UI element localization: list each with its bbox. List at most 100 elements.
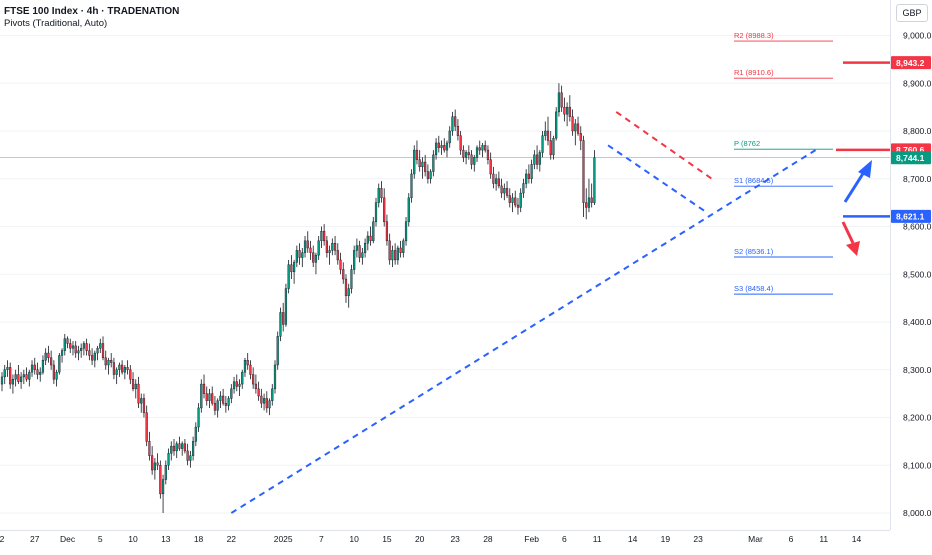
candle xyxy=(159,460,162,499)
candle xyxy=(508,188,511,208)
candle-body xyxy=(418,159,421,168)
candle xyxy=(3,364,6,385)
candle-body xyxy=(312,252,315,263)
candle xyxy=(339,252,342,275)
candle xyxy=(525,169,528,189)
candle-body xyxy=(492,173,495,184)
candle xyxy=(93,350,96,368)
candle-body xyxy=(328,250,331,253)
candle xyxy=(443,138,446,153)
candle xyxy=(434,138,438,160)
candle xyxy=(205,386,208,406)
candle xyxy=(183,438,187,454)
candle xyxy=(585,188,588,220)
candle xyxy=(396,245,399,265)
candle xyxy=(186,443,189,466)
candle xyxy=(232,376,236,394)
candle-body xyxy=(186,450,189,461)
candle xyxy=(249,360,252,380)
candle xyxy=(495,173,498,191)
candle-body xyxy=(197,407,200,428)
indicator-label[interactable]: Pivots (Traditional, Auto) xyxy=(4,18,108,29)
candle-body xyxy=(28,371,31,380)
candle xyxy=(36,362,39,380)
candle-body xyxy=(219,395,222,401)
candle xyxy=(421,157,424,179)
candle xyxy=(60,348,64,363)
candle xyxy=(535,145,539,170)
candle xyxy=(71,341,75,356)
candle xyxy=(222,388,225,406)
candle-body xyxy=(522,183,525,194)
candle-body xyxy=(58,355,61,373)
candle-body xyxy=(183,443,187,452)
candle-body xyxy=(93,352,96,361)
candle xyxy=(282,302,285,332)
candle-body xyxy=(170,445,173,454)
candle xyxy=(142,393,146,418)
candle-body xyxy=(429,171,432,179)
pivot-label: R1 (8910.6) xyxy=(734,68,774,77)
candle-body xyxy=(17,374,20,382)
candle xyxy=(377,183,380,208)
candle xyxy=(9,362,12,389)
currency-button[interactable]: GBP xyxy=(896,4,928,22)
candle-body xyxy=(80,348,83,351)
candle-body xyxy=(11,379,15,385)
candle-body xyxy=(282,312,285,325)
pivot-label: S2 (8536.1) xyxy=(734,247,774,256)
candle xyxy=(202,374,206,399)
candle-body xyxy=(538,152,541,165)
candle-body xyxy=(497,178,500,187)
candle-body xyxy=(63,338,66,351)
candle-body xyxy=(402,240,405,253)
candle xyxy=(533,150,536,170)
candle xyxy=(129,364,132,385)
candle xyxy=(191,436,195,461)
candle xyxy=(552,135,555,160)
candle xyxy=(413,145,416,179)
y-tick-label: 8,700.0 xyxy=(903,174,932,184)
candle xyxy=(241,369,244,389)
symbol-title[interactable]: FTSE 100 Index · 4h · TRADENATION xyxy=(4,6,180,17)
candle-body xyxy=(121,364,124,373)
x-tick-label: Mar xyxy=(748,534,763,544)
candle xyxy=(407,193,410,227)
x-tick-label: Dec xyxy=(60,534,76,544)
candle-body xyxy=(241,371,244,385)
candle xyxy=(47,345,50,363)
candle-body xyxy=(194,426,197,442)
candle xyxy=(555,107,558,141)
candle-body xyxy=(394,250,397,261)
candle xyxy=(576,116,580,136)
candle xyxy=(505,181,509,198)
x-tick-label: 6 xyxy=(562,534,567,544)
candle-body xyxy=(323,231,326,242)
candle xyxy=(366,231,369,251)
candle-body xyxy=(22,374,25,378)
candle xyxy=(546,116,550,146)
candle-body xyxy=(448,130,451,144)
candle-body xyxy=(205,393,208,401)
candle xyxy=(380,181,383,203)
candle-body xyxy=(344,278,348,296)
down-arrow-shaft xyxy=(841,221,855,244)
candle-body xyxy=(123,367,126,373)
candle-body xyxy=(470,154,473,165)
y-tick-label: 8,100.0 xyxy=(903,460,932,470)
x-tick-label: 13 xyxy=(161,534,171,544)
candle-body xyxy=(475,147,479,158)
candle xyxy=(276,331,279,370)
y-tick-label: 8,200.0 xyxy=(903,413,932,423)
candle xyxy=(369,226,372,246)
candle-body xyxy=(353,250,356,270)
candle-body xyxy=(587,197,591,208)
candle-body xyxy=(342,269,345,280)
candle xyxy=(465,150,468,165)
candle xyxy=(14,369,17,387)
candle xyxy=(579,126,582,151)
candle xyxy=(295,245,298,268)
candle-body xyxy=(508,195,511,203)
